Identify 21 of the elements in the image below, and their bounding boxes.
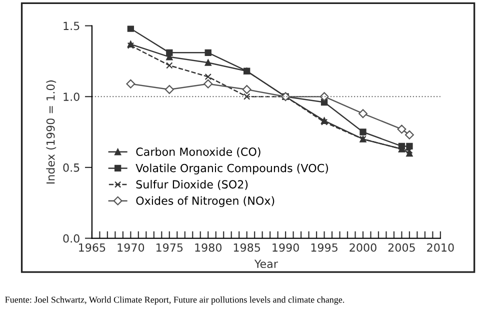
x-tick-label: 1995 — [311, 243, 338, 252]
x-tick-label: 1985 — [234, 243, 260, 252]
legend-label: Oxides of Nitrogen (NOx) — [136, 196, 274, 208]
x-tick-label: 2010 — [427, 243, 454, 252]
source-note: Fuente: Joel Schwartz, World Climate Report, Future air pollutions levels and climate change. — [5, 296, 344, 305]
x-tick-label: 1980 — [195, 243, 222, 252]
x-tick-label: 1970 — [118, 243, 144, 252]
x-axis-title: Year — [254, 260, 278, 268]
x-tick-label: 1975 — [156, 243, 183, 252]
legend-label: Volatile Organic Compounds (VOC) — [136, 164, 328, 174]
legend-label: Sulfur Dioxide (SO2) — [136, 180, 248, 190]
legend-label: Carbon Monoxide (CO) — [136, 147, 260, 158]
y-tick-label: 0.5 — [63, 163, 80, 172]
y-axis-title: Index (1990 = 1.0) — [46, 80, 56, 184]
y-tick-label: 0.0 — [63, 234, 80, 243]
x-tick-label: 1990 — [272, 243, 299, 252]
x-tick-label: 2000 — [350, 243, 376, 252]
y-tick-label: 1.5 — [64, 22, 80, 30]
y-tick-label: 1.0 — [64, 92, 80, 101]
x-tick-label: 2005 — [388, 243, 415, 252]
x-tick-label: 1965 — [79, 243, 106, 252]
